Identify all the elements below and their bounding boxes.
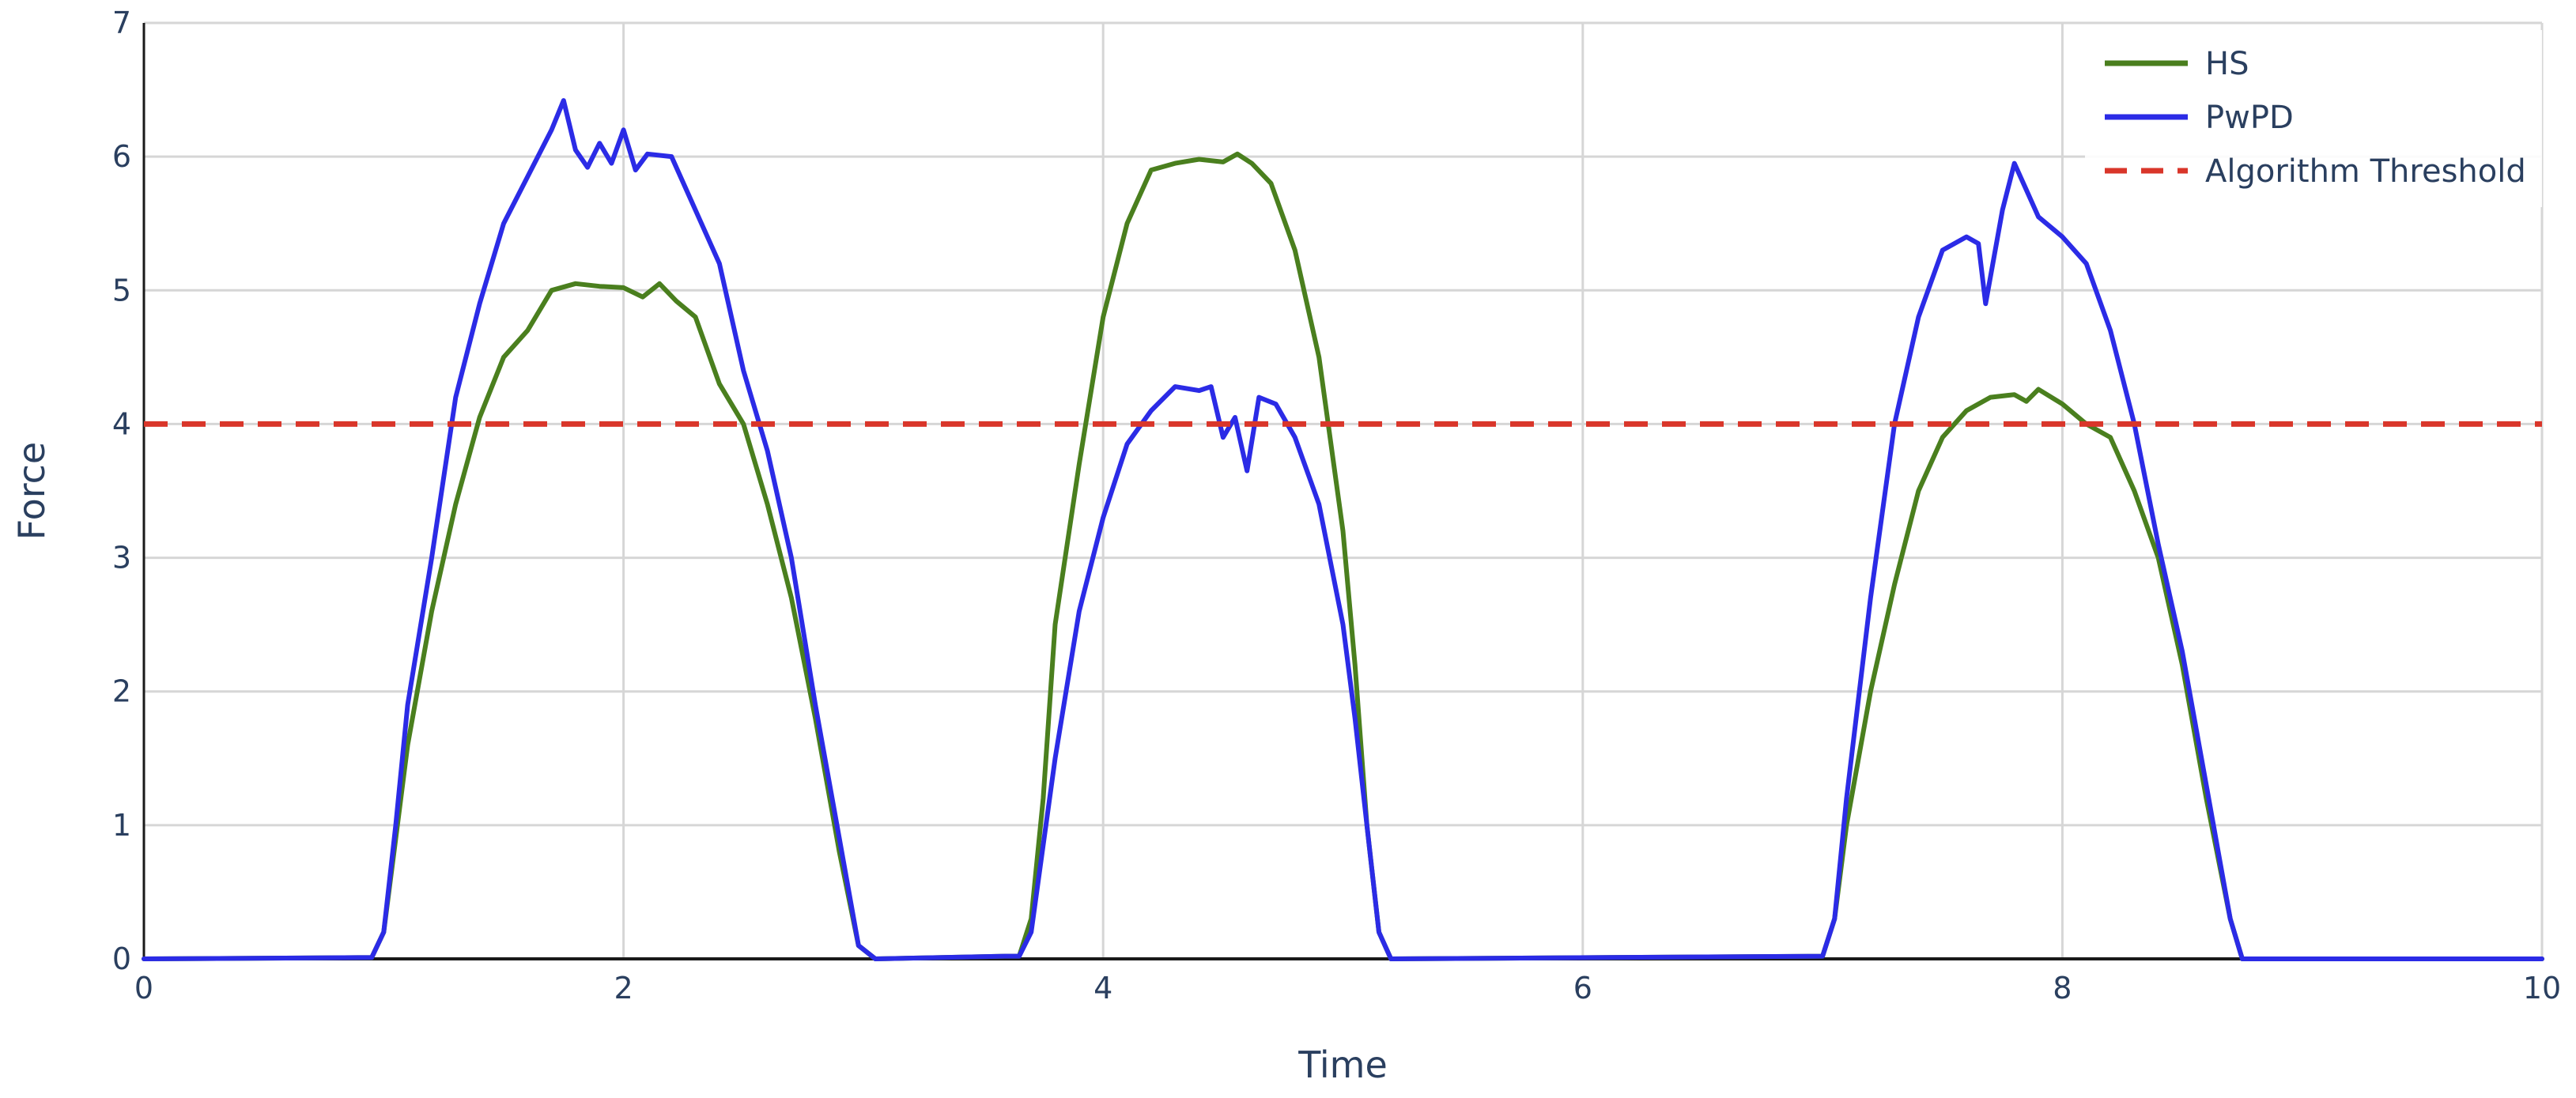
x-tick-label: 2 [614, 971, 633, 1006]
y-tick-label: 1 [112, 808, 131, 843]
legend-label: PwPD [2205, 100, 2294, 136]
y-axis-title: Force [10, 442, 53, 540]
x-tick-label: 8 [2053, 971, 2072, 1006]
legend-label: Algorithm Threshold [2205, 153, 2526, 190]
legend-item-hs[interactable]: HS [2105, 46, 2249, 82]
y-tick-label: 4 [112, 406, 131, 441]
y-tick-label: 3 [112, 541, 131, 575]
tick-labels: 0 2 4 6 8 10 0 1 2 3 4 5 6 7 [112, 6, 2561, 1006]
y-tick-label: 2 [112, 674, 131, 709]
legend-label: HS [2205, 46, 2249, 82]
x-tick-label: 4 [1093, 971, 1112, 1006]
series-line-hs [142, 151, 2544, 961]
x-tick-label: 10 [2523, 971, 2561, 1006]
x-tick-label: 6 [1573, 971, 1592, 1006]
legend-item-pwpd[interactable]: PwPD [2105, 100, 2294, 136]
axes [142, 23, 2542, 960]
legend[interactable]: HS PwPD Algorithm Threshold [2085, 30, 2542, 207]
legend-item-algorithm-threshold[interactable]: Algorithm Threshold [2105, 153, 2526, 190]
series-line-pwpd [142, 98, 2544, 961]
x-axis-title: Time [1297, 1043, 1388, 1086]
y-tick-label: 0 [112, 941, 131, 976]
series-lines [142, 98, 2544, 961]
x-tick-label: 0 [134, 971, 153, 1006]
y-tick-label: 7 [112, 6, 131, 40]
y-tick-label: 5 [112, 273, 131, 308]
y-tick-label: 6 [112, 139, 131, 174]
